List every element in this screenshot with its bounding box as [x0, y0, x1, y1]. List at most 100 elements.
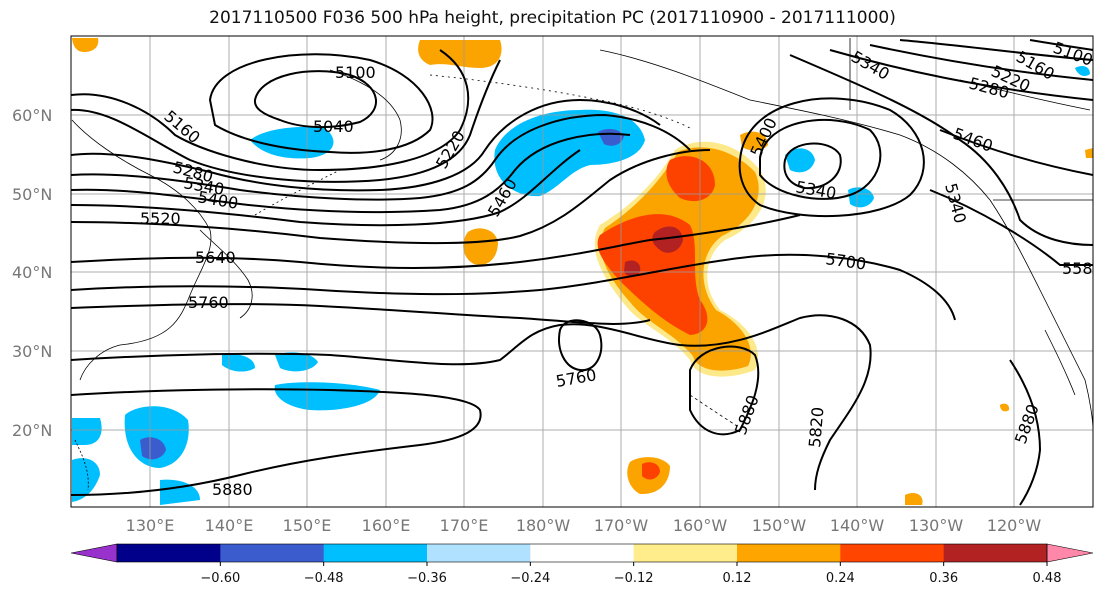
- colorbar-segment: [220, 544, 325, 562]
- alaska-coast: [599, 49, 991, 201]
- anomaly-pos-024: [1085, 148, 1093, 158]
- contour-5700: [71, 253, 956, 321]
- contour-5100: [208, 53, 434, 154]
- contour-northeast-5460: [939, 129, 1093, 176]
- anomaly-neg-024: [222, 354, 255, 372]
- lon-tick-label: 140°E: [205, 516, 254, 535]
- colorbar-extend-high: [1046, 543, 1094, 563]
- contour-5280: [71, 98, 661, 192]
- contour-northeast-5580: [929, 189, 1093, 266]
- colorbar-segment: [427, 544, 531, 562]
- colorbar-tick-label: 0.48: [1033, 571, 1062, 586]
- contour-5400: [71, 132, 631, 213]
- lon-tick-label: 130°W: [909, 516, 964, 535]
- lat-tick-label: 40°N: [12, 263, 52, 282]
- hawaii-islands: [689, 394, 741, 429]
- anomaly-neg-024: [124, 406, 189, 468]
- colorbar-segment: [117, 544, 221, 562]
- lat-tick-label: 20°N: [12, 421, 52, 440]
- colorbar-tick-label: 0.12: [723, 571, 752, 586]
- kamchatka-coast: [329, 69, 402, 161]
- lon-tick-label: 170°W: [594, 516, 649, 535]
- contour-label: 5820: [805, 406, 827, 448]
- contour-5880-a: [71, 388, 482, 496]
- chart-title: 2017110500 F036 500 hPa height, precipit…: [209, 8, 896, 28]
- lon-tick-label: 120°W: [987, 516, 1042, 535]
- anomaly-pos-024: [418, 40, 502, 68]
- colorbar-frame: [116, 543, 1048, 563]
- contour-label: 5520: [140, 209, 181, 228]
- anomaly-neg-024: [1075, 66, 1090, 76]
- anomaly-pos-036: [666, 156, 715, 202]
- colorbar-segment: [633, 544, 738, 562]
- lon-tick-label: 140°W: [830, 516, 885, 535]
- colorbar-extend-low: [70, 543, 118, 563]
- longitude-axis: 130°E 140°E 150°E 160°E 170°E 180°W 170°…: [126, 516, 1042, 535]
- kuril-islands: [254, 169, 341, 216]
- japan-coast: [199, 229, 253, 319]
- contour-5820: [71, 314, 872, 491]
- colorbar-tick-label: −0.12: [614, 571, 654, 586]
- contour-northeast-5340: [789, 54, 1093, 246]
- contour-label: 5640: [195, 248, 236, 267]
- anomaly-pos-048: [652, 226, 683, 253]
- lon-tick-label: 150°E: [283, 516, 332, 535]
- colorbar-segment: [530, 544, 635, 562]
- height-contours: [71, 39, 1093, 506]
- map-area: 5100 5040 5160 5280 5340 5400 5220 5460 …: [71, 36, 1093, 507]
- colorbar-tick-label: −0.24: [510, 571, 550, 586]
- baja-coast: [1044, 329, 1076, 396]
- colorbar-tick-label: 0.24: [826, 571, 855, 586]
- lat-tick-label: 30°N: [12, 342, 52, 361]
- contour-5040: [253, 70, 377, 129]
- lon-tick-label: 130°E: [126, 516, 175, 535]
- anomaly-neg-024: [72, 418, 102, 445]
- contour-label: 5760: [188, 293, 229, 312]
- latitude-axis: 60°N 50°N 40°N 30°N 20°N: [12, 106, 52, 440]
- lon-tick-label: 160°W: [673, 516, 728, 535]
- lat-tick-label: 60°N: [12, 106, 52, 125]
- positive-anomaly-shading: [72, 38, 1093, 505]
- colorbar-tick-label: −0.60: [200, 571, 240, 586]
- contour-northeast-5160: [899, 39, 1093, 61]
- lon-tick-label: 160°E: [362, 516, 411, 535]
- na-west-coast: [989, 199, 1093, 431]
- lat-tick-label: 50°N: [12, 185, 52, 204]
- contour-5520: [71, 149, 711, 244]
- contour-alaska-low-inner: [783, 142, 842, 190]
- contour-label: 5880: [212, 480, 253, 499]
- contour-5220: [71, 59, 501, 183]
- map-frame: [70, 35, 1094, 508]
- anomaly-neg-036: [140, 437, 166, 460]
- anomaly-pos-024: [905, 493, 923, 505]
- anomaly-pos-024: [1000, 403, 1010, 412]
- contour-5340: [71, 113, 691, 201]
- contour-alaska-low-outer: [738, 97, 925, 218]
- gridlines: [71, 36, 1093, 507]
- colorbar-segment: [840, 544, 945, 562]
- contour-5880-c: [1009, 359, 1042, 506]
- contour-label: 5040: [313, 117, 354, 136]
- contour-5460: [71, 149, 581, 227]
- negative-anomaly-shading: [72, 66, 1090, 505]
- asia-coast: [71, 119, 212, 381]
- coastlines: [71, 38, 1093, 491]
- anomaly-pos-036: [642, 462, 660, 480]
- philippine-islands: [74, 439, 89, 491]
- colorbar-segment: [943, 544, 1048, 562]
- lon-tick-label: 180°W: [516, 516, 571, 535]
- lon-tick-label: 170°E: [440, 516, 489, 535]
- contour-northeast-5280: [829, 49, 1093, 101]
- colorbar-segment: [323, 544, 428, 562]
- anomaly-neg-024: [72, 458, 100, 502]
- contour-5640: [71, 214, 801, 269]
- contour-northeast-5100: [1029, 39, 1093, 51]
- contour-northeast-5220: [869, 44, 1093, 81]
- colorbar-tick-label: −0.36: [407, 571, 447, 586]
- anomaly-pos-024: [463, 228, 498, 265]
- anomaly-neg-024: [785, 148, 815, 173]
- lon-tick-label: 150°W: [752, 516, 807, 535]
- contour-label: 5100: [335, 63, 376, 82]
- contour-5760-b: [558, 319, 603, 372]
